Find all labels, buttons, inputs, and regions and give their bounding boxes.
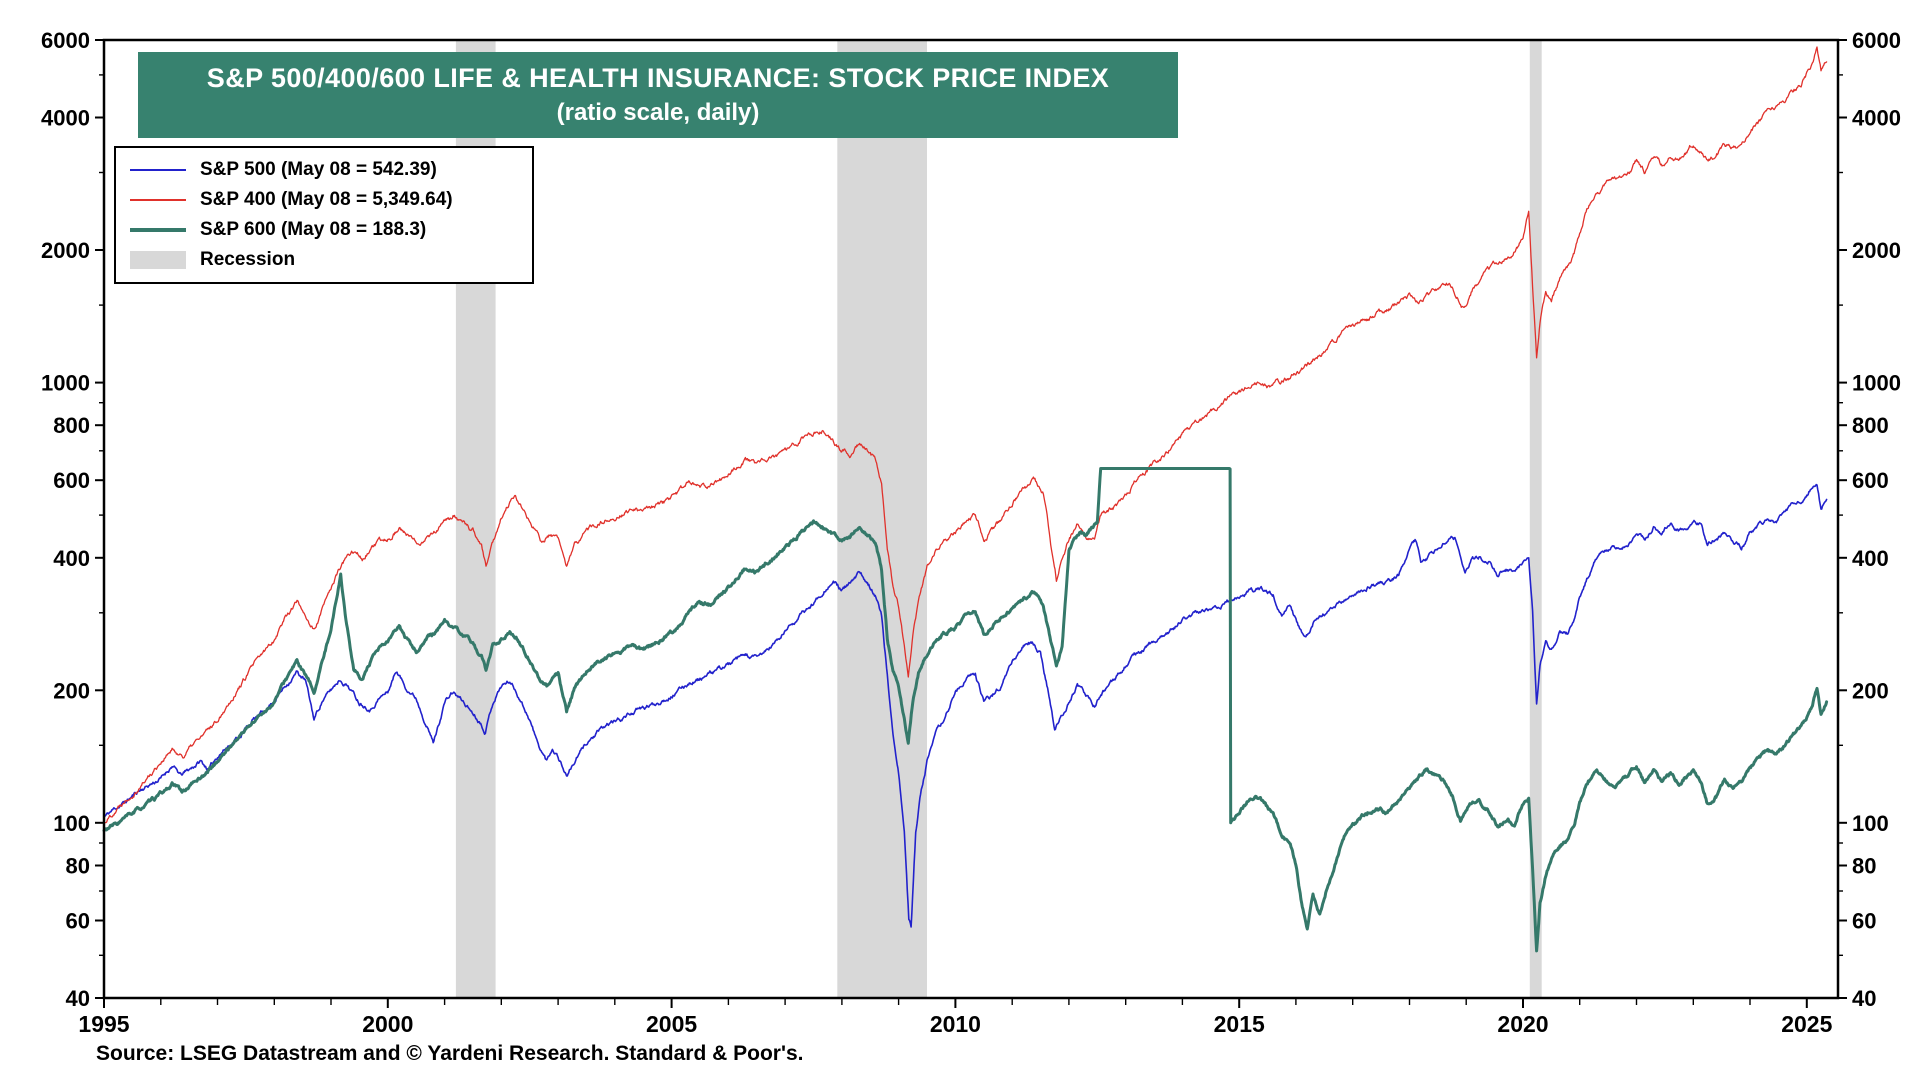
legend-swatch-line	[130, 228, 186, 232]
y-axis-label-right: 600	[1852, 468, 1889, 493]
legend-item: S&P 500 (May 08 = 542.39)	[130, 158, 518, 182]
legend-item: S&P 600 (May 08 = 188.3)	[130, 218, 518, 242]
y-axis-label-left: 100	[53, 811, 90, 836]
legend-swatch-line	[130, 199, 186, 201]
x-axis-label: 1995	[78, 1011, 129, 1037]
y-axis-label-right: 200	[1852, 678, 1889, 703]
legend-item: S&P 400 (May 08 = 5,349.64)	[130, 188, 518, 212]
y-axis-label-left: 600	[53, 468, 90, 493]
y-axis-label-right: 60	[1852, 909, 1876, 934]
legend-box: S&P 500 (May 08 = 542.39) S&P 400 (May 08…	[114, 146, 534, 284]
legend-label: Recession	[200, 249, 296, 270]
y-axis-label-right: 40	[1852, 986, 1876, 1011]
x-axis-label: 2025	[1781, 1011, 1832, 1037]
y-axis-label-left: 6000	[41, 28, 90, 53]
legend-swatch-band	[130, 251, 186, 269]
x-axis-label: 2000	[362, 1011, 413, 1037]
legend-label: S&P 500 (May 08 = 542.39)	[200, 159, 437, 180]
source-note: Source: LSEG Datastream and © Yardeni Re…	[96, 1042, 804, 1065]
chart-subtitle: (ratio scale, daily)	[556, 99, 760, 126]
recession-band	[1529, 40, 1542, 998]
x-axis-label: 2015	[1214, 1011, 1265, 1037]
y-axis-label-left: 200	[53, 678, 90, 703]
y-axis-label-left: 80	[66, 854, 90, 879]
y-axis-label-left: 40	[66, 986, 90, 1011]
x-axis-label: 2010	[930, 1011, 981, 1037]
series-line-sp500	[103, 483, 1828, 928]
series-line-sp600	[102, 467, 1829, 953]
x-axis-label: 2005	[646, 1011, 697, 1037]
plot-border	[102, 38, 1840, 1000]
recession-band	[837, 40, 927, 998]
y-axis-label-left: 60	[66, 909, 90, 934]
y-axis-label-left: 800	[53, 413, 90, 438]
legend-label: S&P 400 (May 08 = 5,349.64)	[200, 189, 453, 210]
y-axis-label-left: 1000	[41, 371, 90, 396]
y-axis-label-left: 2000	[41, 238, 90, 263]
y-axis-label-right: 80	[1852, 854, 1876, 879]
x-axis-label: 2020	[1497, 1011, 1548, 1037]
legend-item: Recession	[130, 248, 518, 272]
chart-title: S&P 500/400/600 LIFE & HEALTH INSURANCE:…	[206, 63, 1110, 93]
y-axis-label-left: 400	[53, 546, 90, 571]
y-axis-label-right: 6000	[1852, 28, 1901, 53]
y-axis-label-right: 100	[1852, 811, 1889, 836]
legend-label: S&P 600 (May 08 = 188.3)	[200, 219, 427, 240]
series-line-sp400	[103, 46, 1828, 824]
title-banner: S&P 500/400/600 LIFE & HEALTH INSURANCE:…	[138, 52, 1178, 138]
y-axis-label-right: 2000	[1852, 238, 1901, 263]
y-axis-label-right: 400	[1852, 546, 1889, 571]
y-axis-label-right: 4000	[1852, 106, 1901, 131]
legend-swatch-line	[130, 169, 186, 171]
y-axis-label-right: 800	[1852, 413, 1889, 438]
y-axis-label-left: 4000	[41, 106, 90, 131]
y-axis-label-right: 1000	[1852, 371, 1901, 396]
